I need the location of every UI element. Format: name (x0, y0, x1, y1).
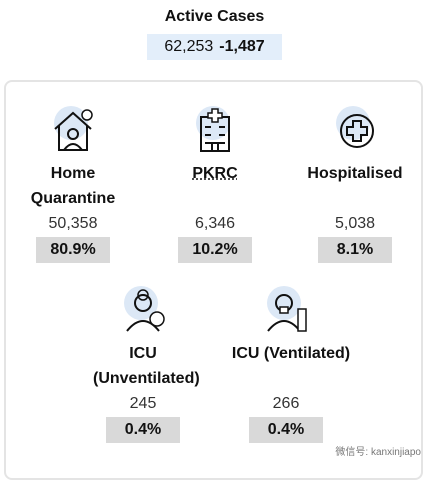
category: ICU (Unventilated) 245 0.4% (78, 285, 208, 443)
category: Hospitalised 5,038 8.1% (290, 105, 420, 263)
percent: 80.9% (36, 237, 110, 263)
percent: 10.2% (178, 237, 252, 263)
page: Active Cases 62,253 -1,487 微信号: kanxinji… (4, 8, 423, 480)
category: PKRC 6,346 10.2% (150, 105, 280, 263)
category: ICU (Ventilated) 266 0.4% (221, 285, 351, 443)
count: 266 (272, 395, 300, 412)
count: 50,358 (48, 215, 98, 232)
percent: 8.1% (318, 237, 392, 263)
category: Home Quarantine 50,358 80.9% (8, 105, 138, 263)
icon (267, 286, 307, 332)
label: PKRC (192, 165, 238, 182)
label: Hospitalised (307, 165, 403, 182)
icon (124, 286, 165, 332)
count: 6,346 (194, 215, 236, 232)
label: ICU (Ventilated) (231, 345, 351, 362)
icon (196, 106, 230, 152)
percent: 0.4% (249, 417, 323, 443)
count: 5,038 (334, 215, 376, 232)
label: ICU (Unventilated) (93, 345, 200, 387)
change: -1,487 (219, 38, 265, 55)
watermark: 微信号: kanxinjiapo (335, 447, 421, 458)
icon (54, 106, 93, 151)
percent: 0.4% (106, 417, 180, 443)
total: 62,253 (164, 38, 214, 55)
icon (336, 106, 374, 148)
title: Active Cases (164, 8, 265, 25)
total-box: 62,253 -1,487 (147, 34, 282, 60)
label: Home Quarantine (30, 165, 116, 207)
count: 245 (129, 395, 157, 412)
